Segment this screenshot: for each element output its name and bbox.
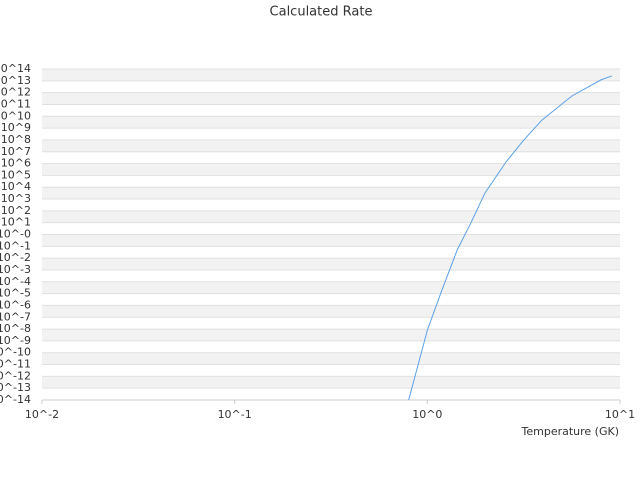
y-tick-label: 10^11: [0, 97, 31, 110]
y-tick-label: 10^3: [1, 192, 31, 205]
grid-band: [42, 376, 620, 389]
y-tick-label: 10^-13: [0, 381, 31, 394]
y-tick-label: 10^-11: [0, 358, 31, 371]
y-tick-label: 10^14: [0, 62, 31, 75]
grid-band: [42, 281, 620, 294]
grid-band: [42, 210, 620, 223]
y-tick-label: 10^12: [0, 86, 31, 99]
grid-band: [42, 305, 620, 318]
series-line: [408, 75, 613, 400]
y-tick-label: 10^-6: [0, 298, 31, 311]
grid-band: [42, 329, 620, 341]
x-tick-label: 10^1: [605, 408, 635, 421]
y-tick-label: 10^-9: [0, 334, 31, 347]
y-tick-label: 10^-8: [0, 322, 31, 335]
grid-band: [42, 163, 620, 176]
y-tick-label: 10^-0: [0, 228, 31, 241]
x-tick-label: 10^-2: [25, 408, 59, 421]
grid-band: [42, 139, 620, 152]
y-tick-label: 10^10: [0, 109, 31, 122]
y-tick-label: 10^-1: [0, 239, 31, 252]
y-tick-label: 10^-12: [0, 369, 31, 382]
x-tick-label: 10^-1: [218, 408, 252, 421]
chart-title: Calculated Rate: [270, 5, 373, 20]
y-tick-label: 10^-4: [0, 275, 31, 288]
x-axis-label: Temperature (GK): [521, 425, 620, 438]
y-tick-label: 10^-10: [0, 346, 31, 359]
grid-band: [42, 234, 620, 247]
grid-band: [42, 116, 620, 129]
grid-band: [42, 69, 620, 81]
grid-band: [42, 258, 620, 270]
y-tick-label: 10^6: [1, 157, 31, 170]
y-tick-label: 10^-14: [0, 393, 31, 406]
y-tick-label: 10^-3: [0, 263, 31, 276]
y-tick-label: 10^-2: [0, 251, 31, 264]
y-tick-label: 10^13: [0, 74, 31, 87]
y-tick-label: 10^-7: [0, 310, 31, 323]
y-tick-label: 10^1: [1, 216, 31, 229]
y-tick-label: 10^9: [1, 121, 31, 134]
x-tick-label: 10^0: [412, 408, 442, 421]
y-tick-label: 10^7: [1, 145, 31, 158]
y-tick-label: 10^2: [1, 204, 31, 217]
grid-band: [42, 187, 620, 200]
y-tick-label: 10^8: [1, 133, 31, 146]
y-tick-label: 10^-5: [0, 287, 31, 300]
grid-band: [42, 352, 620, 365]
y-tick-label: 10^4: [1, 180, 31, 193]
grid-band: [42, 92, 620, 105]
y-tick-label: 10^5: [1, 168, 31, 181]
